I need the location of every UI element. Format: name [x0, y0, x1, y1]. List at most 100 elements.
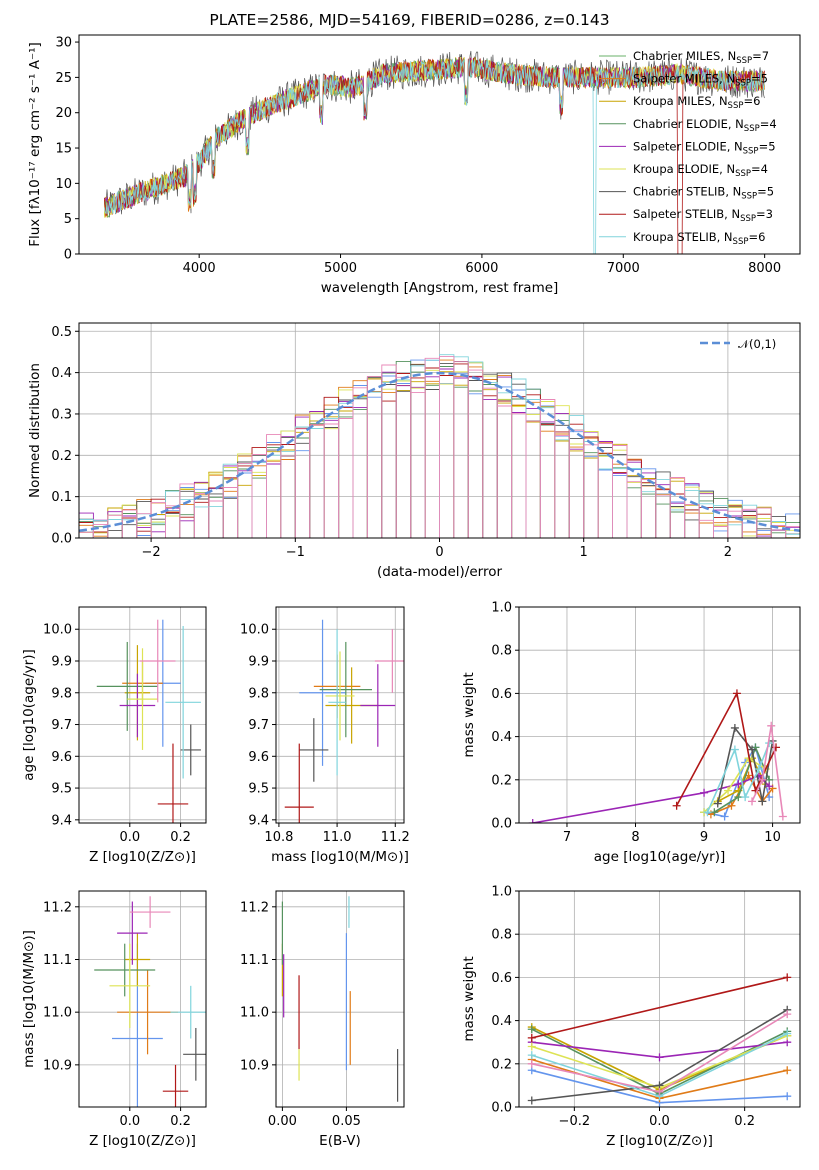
axes-frame — [78, 34, 801, 255]
y-tick-label: 5 — [64, 212, 72, 227]
figure-title: PLATE=2586, MJD=54169, FIBERID=0286, z=0… — [209, 11, 610, 29]
axes-frame — [78, 890, 207, 1108]
weight-marker — [527, 1025, 536, 1034]
y-axis-label: Flux [fλ10⁻¹⁷ erg cm⁻² s⁻¹ A⁻¹] — [27, 42, 43, 247]
weight-marker — [748, 745, 757, 754]
y-tick-label: 0.0 — [51, 532, 72, 547]
y-tick-label: 11.2 — [240, 900, 269, 915]
legend-label: Kroupa MILES, NSSP=6 — [633, 94, 760, 111]
weight-marker — [527, 1051, 536, 1060]
weight-marker — [655, 1053, 664, 1062]
y-tick-label: 0.4 — [491, 1014, 512, 1029]
y-tick-label: 11.1 — [43, 953, 72, 968]
chart-age-vs-z: 0.0 0.2 9.4 9.5 9.6 9.7 9.8 9.9 10.0 Z [log10(Z/Z… — [21, 606, 207, 865]
x-tick-label: 0.05 — [332, 1114, 361, 1129]
weight-marker — [528, 819, 537, 823]
y-tick-label: 0.2 — [491, 1057, 512, 1072]
x-axis-label: wavelength [Angstrom, rest frame] — [321, 280, 559, 296]
y-tick-label: 9.5 — [248, 782, 269, 797]
weight-marker — [710, 808, 719, 817]
plot-area — [104, 50, 765, 254]
y-tick-label: 0.2 — [51, 449, 72, 464]
weight-marker — [734, 793, 743, 802]
y-tick-label: 0.4 — [491, 730, 512, 745]
y-axis-label: mass [log10(M/M⊙)] — [21, 930, 37, 1068]
x-tick-label: 7 — [563, 830, 571, 845]
weight-marker — [703, 808, 712, 817]
weight-marker — [767, 721, 776, 730]
x-tick-label: −0.2 — [559, 1114, 591, 1129]
weight-marker — [672, 801, 681, 810]
x-tick-label: 2 — [724, 545, 732, 560]
weight-marker — [655, 1087, 664, 1096]
weight-marker — [783, 1092, 792, 1101]
x-tick-label: 11.2 — [381, 830, 410, 845]
x-tick-label: 11.0 — [323, 830, 352, 845]
plot-area — [79, 354, 800, 538]
y-tick-label: 10 — [55, 177, 72, 192]
weight-marker — [783, 973, 792, 982]
weight-marker — [527, 1096, 536, 1105]
x-tick-label: 8000 — [748, 261, 781, 276]
y-tick-label: 0.0 — [491, 817, 512, 832]
y-tick-label: 9.5 — [51, 782, 72, 797]
chart-mass-vs-ebv: 0.00 0.05 10.9 11.0 11.1 11.2 E(B-V) — [240, 890, 405, 1149]
y-tick-label: 9.4 — [51, 813, 72, 828]
x-tick-label: 10 — [764, 830, 781, 845]
x-tick-label: 0.0 — [119, 830, 140, 845]
axes-frame — [275, 606, 405, 824]
y-tick-label: 0.3 — [51, 407, 72, 422]
x-axis-label: (data-model)/error — [377, 564, 503, 580]
weight-marker — [765, 782, 774, 791]
x-tick-label: 0.0 — [649, 1114, 670, 1129]
plot-area — [527, 973, 792, 1107]
weight-line — [713, 745, 770, 813]
y-tick-label: 0.8 — [491, 928, 512, 943]
x-tick-label: 6000 — [465, 261, 498, 276]
chart-spectrum: 4000 5000 6000 7000 8000 0 5 10 15 20 25 30 waveleng… — [27, 34, 801, 296]
weight-marker — [783, 1029, 792, 1038]
weight-marker — [778, 812, 787, 821]
x-axis-label: mass [log10(M/M⊙)] — [271, 849, 409, 865]
y-tick-label: 20 — [55, 106, 72, 121]
y-tick-label: 11.2 — [43, 900, 72, 915]
y-tick-label: 15 — [55, 142, 72, 157]
y-tick-label: 0.2 — [491, 773, 512, 788]
weight-marker — [783, 1010, 792, 1019]
spectrum-line — [104, 57, 765, 254]
weight-marker — [713, 799, 722, 808]
plot-area — [94, 896, 206, 1107]
weight-marker — [734, 780, 743, 789]
x-tick-label: 4000 — [183, 261, 216, 276]
y-tick-label: 11.0 — [43, 1006, 72, 1021]
weight-line — [751, 725, 784, 817]
y-tick-label: 1.0 — [491, 885, 512, 900]
y-axis-label: mass weight — [461, 956, 477, 1041]
x-tick-label: 0.00 — [268, 1114, 297, 1129]
weight-line — [675, 691, 777, 807]
y-tick-label: 0.1 — [51, 490, 72, 505]
x-tick-label: 0.2 — [170, 1114, 191, 1129]
y-tick-label: 11.1 — [240, 953, 269, 968]
chart-age-vs-mass: 10.8 11.0 11.2 9.4 9.5 9.6 9.7 9.8 9.9 10.0 mass [… — [240, 606, 410, 865]
y-tick-label: 0.6 — [491, 687, 512, 702]
y-tick-label: 9.6 — [248, 750, 269, 765]
weight-marker — [758, 775, 767, 784]
y-tick-label: 11.0 — [240, 1006, 269, 1021]
weight-marker — [754, 765, 763, 773]
residual-histogram — [79, 362, 800, 538]
plot-area — [284, 619, 404, 823]
x-tick-label: 0.0 — [119, 1114, 140, 1129]
x-axis-label: Z [log10(Z/Z⊙)] — [606, 1133, 713, 1149]
legend-label: Salpeter MILES, NSSP=5 — [633, 72, 768, 89]
y-tick-label: 0 — [64, 248, 72, 263]
weight-marker — [720, 812, 729, 821]
residual-histogram — [79, 356, 800, 538]
y-tick-label: 9.8 — [51, 686, 72, 701]
weight-marker — [727, 801, 736, 810]
y-tick-label: 0.5 — [51, 325, 72, 340]
plot-area — [528, 689, 787, 823]
x-axis-label: E(B-V) — [319, 1133, 361, 1149]
x-axis-label: Z [log10(Z/Z⊙)] — [89, 1133, 196, 1149]
y-tick-label: 9.8 — [248, 686, 269, 701]
